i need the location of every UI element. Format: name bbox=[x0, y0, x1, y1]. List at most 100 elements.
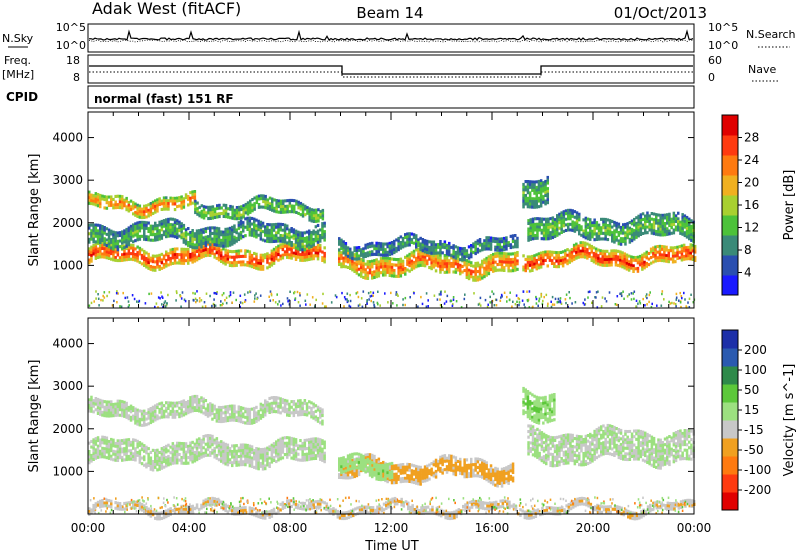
data-speckle bbox=[220, 300, 222, 303]
data-cell bbox=[88, 458, 91, 462]
data-cell bbox=[261, 447, 265, 451]
data-cell bbox=[630, 233, 634, 237]
data-cell bbox=[613, 234, 616, 238]
data-cell bbox=[209, 407, 212, 411]
data-cell bbox=[362, 264, 365, 268]
data-cell bbox=[448, 270, 451, 274]
data-cell bbox=[691, 249, 695, 253]
data-cell bbox=[688, 220, 691, 224]
data-cell bbox=[184, 239, 188, 243]
data-cell bbox=[368, 260, 372, 264]
data-cell bbox=[674, 228, 678, 232]
data-cell bbox=[685, 248, 688, 252]
data-cell bbox=[114, 458, 117, 462]
data-cell bbox=[290, 442, 293, 446]
data-cell bbox=[308, 443, 311, 447]
data-cell bbox=[248, 233, 252, 237]
data-cell bbox=[129, 199, 133, 203]
data-cell bbox=[410, 240, 414, 244]
data-cell bbox=[586, 234, 590, 238]
data-cell bbox=[355, 249, 359, 253]
data-cell bbox=[149, 409, 153, 413]
data-cell bbox=[408, 255, 411, 259]
data-cell bbox=[216, 212, 219, 216]
data-cell bbox=[132, 417, 135, 421]
data-speckle bbox=[633, 290, 636, 293]
data-cell bbox=[294, 235, 298, 239]
data-speckle bbox=[514, 303, 517, 306]
data-cell bbox=[268, 462, 271, 466]
data-cell bbox=[638, 254, 642, 258]
data-cell bbox=[666, 216, 669, 220]
data-cell bbox=[116, 259, 120, 263]
data-cell bbox=[231, 239, 234, 243]
data-cell bbox=[340, 256, 343, 260]
data-cell bbox=[259, 267, 263, 271]
data-cell bbox=[149, 421, 153, 425]
data-cell bbox=[182, 223, 186, 227]
data-cell bbox=[182, 259, 186, 263]
data-cell bbox=[567, 225, 570, 229]
data-cell bbox=[227, 215, 230, 219]
data-cell bbox=[323, 238, 326, 242]
data-cell bbox=[288, 204, 292, 208]
data-speckle bbox=[360, 297, 363, 300]
data-cell bbox=[132, 212, 135, 216]
data-cell bbox=[242, 223, 245, 227]
data-cell bbox=[105, 198, 109, 202]
data-cell bbox=[96, 436, 100, 440]
data-cell bbox=[198, 440, 201, 444]
data-cell bbox=[114, 247, 117, 251]
data-cell bbox=[542, 259, 545, 263]
data-speckle bbox=[160, 291, 162, 294]
data-cell bbox=[154, 221, 157, 225]
data-cell bbox=[685, 232, 689, 236]
data-cell bbox=[189, 449, 192, 453]
data-cell bbox=[217, 227, 221, 231]
data-cell bbox=[528, 185, 532, 189]
data-cell bbox=[107, 400, 111, 404]
data-cell bbox=[294, 449, 298, 453]
data-cell bbox=[165, 235, 168, 239]
data-cell bbox=[94, 248, 98, 252]
data-cell bbox=[397, 242, 400, 246]
data-cell bbox=[608, 252, 611, 256]
data-cell bbox=[191, 196, 194, 200]
data-cell bbox=[281, 253, 285, 257]
data-cell bbox=[474, 275, 477, 279]
data-cell bbox=[209, 453, 212, 457]
data-cell bbox=[180, 411, 183, 415]
data-cell bbox=[143, 204, 146, 208]
data-cell bbox=[567, 228, 570, 232]
data-cell bbox=[176, 196, 179, 200]
data-cell bbox=[132, 203, 135, 207]
data-cell bbox=[99, 199, 102, 203]
data-cell bbox=[379, 247, 383, 251]
data-cell bbox=[528, 191, 532, 195]
data-speckle bbox=[232, 291, 235, 294]
data-cell bbox=[116, 444, 120, 448]
data-cell bbox=[156, 229, 159, 233]
data-speckle bbox=[98, 304, 100, 307]
data-cell bbox=[180, 198, 183, 202]
data-cell bbox=[544, 185, 547, 189]
data-cell bbox=[233, 447, 236, 451]
data-cell bbox=[127, 414, 131, 418]
data-speckle bbox=[554, 297, 557, 301]
data-cell bbox=[138, 226, 142, 230]
data-cell bbox=[200, 247, 203, 251]
data-cell bbox=[187, 461, 190, 465]
data-cell bbox=[390, 263, 394, 267]
data-cell bbox=[147, 447, 150, 451]
data-cell bbox=[340, 251, 343, 255]
data-cell bbox=[542, 223, 546, 227]
data-cell bbox=[401, 265, 405, 269]
data-cell bbox=[511, 260, 515, 264]
data-cell bbox=[231, 455, 234, 459]
data-cell bbox=[178, 453, 181, 457]
data-cell bbox=[661, 233, 665, 237]
data-cell bbox=[597, 237, 601, 241]
data-cell bbox=[94, 442, 98, 446]
data-cell bbox=[657, 213, 660, 217]
data-cell bbox=[136, 408, 139, 412]
